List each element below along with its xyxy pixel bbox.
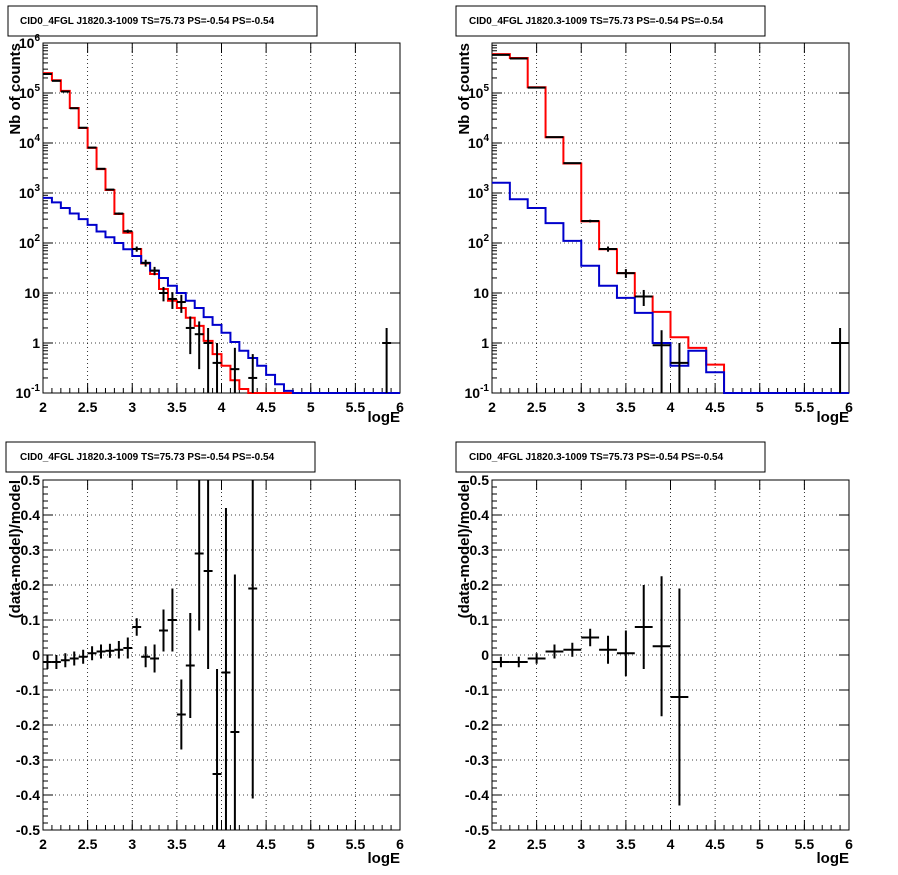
- x-tick-label: 4: [218, 399, 226, 415]
- y-tick-label: 105: [468, 83, 490, 101]
- pad-1-title: CID0_4FGL J1820.3-1009 TS=75.73 PS=-0.54…: [20, 16, 275, 27]
- y-tick-label: 0: [32, 647, 40, 663]
- x-tick-label: 4.5: [705, 836, 725, 852]
- y-tick-label: 102: [468, 233, 490, 251]
- y-tick-label: 0.3: [470, 542, 490, 558]
- pad-1-xlabel: logE: [368, 409, 401, 426]
- y-tick-label: 0: [481, 647, 489, 663]
- pad-1-plot: 2 2.5 3 3.5 4 4.5 5 5.5 6 10-1 1 10 102 103 104 105 106: [16, 33, 405, 415]
- x-tick-label: 5.5: [795, 399, 815, 415]
- x-tick-label: 2: [39, 836, 47, 852]
- x-tick-label: 5.5: [346, 399, 366, 415]
- y-tick-label: 0.2: [470, 577, 490, 593]
- pad-1-ylabel: Nb of counts: [7, 43, 24, 135]
- y-tick-label: 102: [19, 233, 41, 251]
- x-tick-label: 3.5: [167, 399, 187, 415]
- pad-3-plot: 2 2.5 3 3.5 4 4.5 5 5.5 6 -0.5 -0.4 -0.3 -0.2 -0.1 0 0.…: [16, 472, 404, 852]
- x-tick-label: 2.5: [527, 399, 547, 415]
- x-tick-label: 5: [756, 399, 764, 415]
- y-tick-label: -0.1: [465, 682, 489, 698]
- y-tick-label: 10: [473, 285, 489, 301]
- pad-2-title-box: CID0_4FGL J1820.3-1009 TS=75.73 PS=-0.54…: [455, 5, 766, 37]
- series-2-step-line: [492, 181, 849, 394]
- y-tick-label: 0.4: [470, 507, 490, 523]
- y-tick-label: -0.1: [16, 682, 40, 698]
- x-tick-label: 2.5: [527, 836, 547, 852]
- x-tick-label: 3: [577, 399, 585, 415]
- y-tick-label: -0.2: [16, 717, 40, 733]
- x-tick-label: 6: [396, 399, 404, 415]
- y-tick-label: 103: [468, 183, 490, 201]
- pad-4-ylabel: (data-model)/model: [456, 480, 473, 618]
- y-tick-label: 0.3: [21, 542, 41, 558]
- x-tick-label: 5.5: [795, 836, 815, 852]
- x-tick-label: 5: [756, 836, 764, 852]
- y-tick-label: 10-1: [465, 383, 490, 401]
- y-tick-label: -0.4: [16, 787, 40, 803]
- x-tick-label: 4.5: [256, 836, 276, 852]
- pad-4-frame: [491, 479, 850, 831]
- x-tick-label: 5: [307, 399, 315, 415]
- pad-2-title: CID0_4FGL J1820.3-1009 TS=75.73 PS=-0.54…: [469, 16, 724, 27]
- x-tick-label: 5: [307, 836, 315, 852]
- y-tick-label: -0.5: [16, 822, 40, 838]
- x-tick-label: 3: [128, 399, 136, 415]
- pad-1-frame: [42, 42, 401, 394]
- x-tick-label: 6: [845, 399, 853, 415]
- pad-4-title: CID0_4FGL J1820.3-1009 TS=75.73 PS=-0.54…: [469, 452, 724, 463]
- y-tick-label: 0.5: [21, 472, 41, 488]
- x-tick-label: 2.5: [78, 836, 98, 852]
- y-tick-label: 10-1: [16, 383, 41, 401]
- pad-1-title-box: CID0_4FGL J1820.3-1009 TS=75.73 PS=-0.54…: [7, 5, 318, 37]
- x-tick-label: 3.5: [616, 399, 636, 415]
- x-tick-label: 2: [488, 399, 496, 415]
- x-tick-label: 3.5: [167, 836, 187, 852]
- pad-2-plot: 2 2.5 3 3.5 4 4.5 5 5.5 6 10-1 1 10 102 103 104 105: [465, 42, 853, 415]
- y-tick-label: 0.4: [21, 507, 41, 523]
- y-tick-label: 1: [481, 335, 489, 351]
- x-tick-label: 2: [39, 399, 47, 415]
- y-tick-label: 10: [24, 285, 40, 301]
- pad-3-xlabel: logE: [368, 850, 401, 867]
- y-tick-label: 105: [19, 83, 41, 101]
- y-tick-label: 104: [19, 133, 41, 151]
- y-tick-label: 106: [19, 33, 41, 51]
- y-tick-label: -0.2: [465, 717, 489, 733]
- x-tick-label: 3.5: [616, 836, 636, 852]
- x-tick-label: 6: [845, 836, 853, 852]
- series-2-step-line: [43, 196, 400, 394]
- x-tick-label: 4.5: [705, 399, 725, 415]
- pad-2-ylabel: Nb of counts: [456, 43, 473, 135]
- y-tick-label: -0.4: [465, 787, 489, 803]
- y-tick-label: -0.3: [465, 752, 489, 768]
- pad-3-ylabel: (data-model)/model: [7, 480, 24, 618]
- pad-4-xlabel: logE: [817, 850, 850, 867]
- y-tick-label: 0.2: [21, 577, 41, 593]
- x-tick-label: 2.5: [78, 399, 98, 415]
- y-tick-label: 1: [32, 335, 40, 351]
- y-tick-label: -0.5: [465, 822, 489, 838]
- x-tick-label: 6: [396, 836, 404, 852]
- y-tick-label: 103: [19, 183, 41, 201]
- x-tick-label: 2: [488, 836, 496, 852]
- y-tick-label: 0.5: [470, 472, 490, 488]
- y-tick-label: 104: [468, 133, 490, 151]
- x-tick-label: 3: [128, 836, 136, 852]
- x-tick-label: 5.5: [346, 836, 366, 852]
- x-tick-label: 4: [667, 836, 675, 852]
- x-tick-label: 4: [218, 836, 226, 852]
- pad-4-title-box: CID0_4FGL J1820.3-1009 TS=75.73 PS=-0.54…: [455, 441, 766, 473]
- pad-3-title-box: CID0_4FGL J1820.3-1009 TS=75.73 PS=-0.54…: [5, 441, 316, 473]
- pad-2-xlabel: logE: [817, 409, 850, 426]
- x-tick-label: 4: [667, 399, 675, 415]
- x-tick-label: 3: [577, 836, 585, 852]
- pad-3-title: CID0_4FGL J1820.3-1009 TS=75.73 PS=-0.54…: [20, 452, 275, 463]
- y-tick-label: 0.1: [21, 612, 41, 628]
- pad-3-frame: [42, 479, 401, 831]
- y-tick-label: -0.3: [16, 752, 40, 768]
- pad-4-plot: 2 2.5 3 3.5 4 4.5 5 5.5 6 -0.5 -0.4 -0.3 -0.2 -0.1 0 0.…: [465, 472, 853, 852]
- y-tick-label: 0.1: [470, 612, 490, 628]
- x-tick-label: 4.5: [256, 399, 276, 415]
